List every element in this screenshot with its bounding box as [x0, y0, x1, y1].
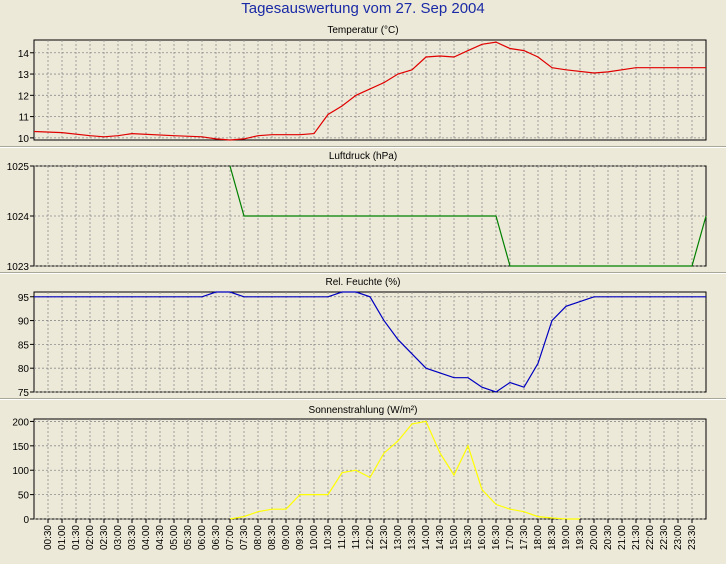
x-tick-label: 00:30 — [43, 525, 54, 550]
x-tick-label: 06:30 — [211, 525, 222, 550]
x-tick-label: 08:30 — [267, 525, 278, 550]
y-tick-label: 11 — [19, 113, 30, 124]
x-tick-label: 19:00 — [561, 525, 572, 550]
chart-title: Rel. Feuchte (%) — [325, 277, 400, 288]
x-tick-label: 10:30 — [323, 525, 334, 550]
y-tick-label: 75 — [18, 388, 30, 399]
humidity-chart: 75 80 85 90 95 Rel. Feuchte (%) — [18, 277, 707, 399]
x-tick-label: 16:30 — [491, 525, 502, 550]
y-tick-label: 0 — [23, 515, 29, 526]
x-tick-label: 02:00 — [85, 525, 96, 550]
y-tick-label: 14 — [18, 49, 30, 60]
x-tick-label: 15:00 — [449, 525, 460, 550]
x-tick-label: 14:30 — [435, 525, 446, 550]
x-tick-label: 22:30 — [659, 525, 670, 550]
y-tick-label: 100 — [12, 466, 29, 477]
series-line — [229, 420, 580, 520]
x-tick-label: 12:30 — [379, 525, 390, 550]
y-tick-label: 85 — [18, 340, 30, 351]
x-tick-label: 23:30 — [687, 525, 698, 550]
x-tick-label: 09:30 — [295, 525, 306, 550]
x-tick-label: 11:00 — [337, 525, 348, 550]
x-tick-label: 04:00 — [141, 525, 152, 550]
x-tick-label: 06:00 — [197, 525, 208, 550]
y-tick-label: 150 — [12, 442, 29, 453]
x-tick-label: 01:30 — [71, 525, 82, 550]
x-tick-label: 20:30 — [603, 525, 614, 550]
x-tick-label: 01:00 — [57, 525, 68, 550]
x-tick-label: 15:30 — [463, 525, 474, 550]
panel-separator — [0, 146, 726, 148]
y-tick-label: 10 — [18, 134, 30, 145]
x-tick-label: 10:00 — [309, 525, 320, 550]
y-tick-label: 80 — [18, 364, 30, 375]
series-line — [229, 165, 707, 267]
x-tick-label: 02:30 — [99, 525, 110, 550]
x-tick-label: 08:00 — [253, 525, 264, 550]
x-tick-label: 04:30 — [155, 525, 166, 550]
page-title: Tagesauswertung vom 27. Sep 2004 — [241, 0, 485, 17]
y-tick-label: 1024 — [7, 212, 30, 223]
x-tick-label: 19:30 — [575, 525, 586, 550]
panel-separator — [0, 398, 726, 400]
pressure-chart: 1023 1024 1025 Luftdruck (hPa) — [7, 151, 707, 273]
series-line — [34, 291, 706, 393]
y-tick-label: 200 — [12, 417, 29, 428]
x-tick-label: 18:00 — [533, 525, 544, 550]
x-tick-label: 21:00 — [617, 525, 628, 550]
x-tick-label: 21:30 — [631, 525, 642, 550]
y-tick-label: 1025 — [7, 162, 30, 173]
panel-separator — [0, 272, 726, 274]
x-tick-label: 22:00 — [645, 525, 656, 550]
y-tick-label: 95 — [18, 293, 30, 304]
y-tick-label: 12 — [18, 91, 30, 102]
x-tick-label: 03:30 — [127, 525, 138, 550]
x-tick-label: 14:00 — [421, 525, 432, 550]
y-tick-label: 90 — [18, 317, 30, 328]
x-tick-label: 13:30 — [407, 525, 418, 550]
x-tick-label: 18:30 — [547, 525, 558, 550]
series-line — [33, 41, 706, 141]
x-tick-label: 17:00 — [505, 525, 516, 550]
y-tick-label: 13 — [18, 70, 30, 81]
x-tick-label: 17:30 — [519, 525, 530, 550]
x-tick-label: 20:00 — [589, 525, 600, 550]
x-tick-label: 07:00 — [225, 525, 236, 550]
x-tick-label: 11:30 — [351, 525, 362, 550]
y-tick-label: 1023 — [7, 262, 30, 273]
x-tick-label: 09:00 — [281, 525, 292, 550]
y-tick-label: 50 — [18, 491, 30, 502]
temperature-chart: 10 11 12 13 14 Temperatur (°C) — [18, 25, 707, 145]
x-tick-label: 12:00 — [365, 525, 376, 550]
x-tick-label: 07:30 — [239, 525, 250, 550]
chart-title: Luftdruck (hPa) — [329, 151, 397, 162]
x-tick-label: 03:00 — [113, 525, 124, 550]
x-tick-label: 23:00 — [673, 525, 684, 550]
x-tick-label: 05:00 — [169, 525, 180, 550]
chart-title: Sonnenstrahlung (W/m²) — [309, 405, 418, 416]
x-tick-label: 05:30 — [183, 525, 194, 550]
chart-title: Temperatur (°C) — [327, 25, 398, 36]
x-tick-label: 13:00 — [393, 525, 404, 550]
x-tick-label: 16:00 — [477, 525, 488, 550]
